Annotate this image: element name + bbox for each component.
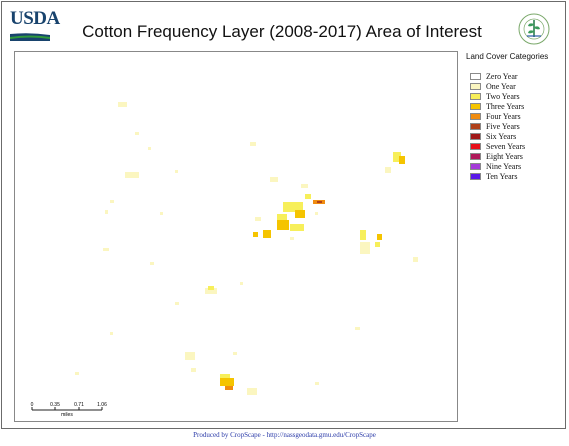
legend-item: Nine Years	[470, 161, 566, 171]
legend-swatch	[470, 142, 481, 150]
scale-bar: 0 0.35 0.71 1.06 miles	[31, 402, 107, 418]
legend-item: Ten Years	[470, 171, 566, 181]
legend: Land Cover Categories Zero Year One Year T…	[466, 52, 566, 181]
usda-logo-swoosh-icon	[10, 33, 50, 41]
legend-swatch	[470, 82, 481, 90]
legend-list: Zero Year One Year Two Years Three Years Fou…	[466, 71, 566, 181]
cotton-frequency-raster	[75, 102, 418, 395]
map-canvas[interactable]	[14, 51, 458, 422]
legend-label: Five Years	[486, 121, 520, 131]
legend-item: Five Years	[470, 121, 566, 131]
three-year-patches	[220, 156, 405, 386]
usda-logo-text: USDA	[10, 8, 60, 29]
legend-swatch	[470, 102, 481, 110]
legend-label: Two Years	[486, 91, 520, 101]
four-year-patches	[225, 200, 325, 390]
legend-item: Four Years	[470, 111, 566, 121]
legend-label: Eight Years	[486, 151, 523, 161]
usda-logo: USDA	[10, 8, 60, 42]
legend-label: Six Years	[486, 131, 517, 141]
legend-item: Three Years	[470, 101, 566, 111]
page-title: Cotton Frequency Layer (2008-2017) Area …	[82, 22, 482, 41]
legend-swatch	[470, 92, 481, 100]
legend-label: Ten Years	[486, 171, 518, 181]
one-year-patches	[75, 102, 418, 395]
scale-tick-label: 0.71	[74, 402, 84, 408]
legend-label: One Year	[486, 81, 516, 91]
legend-swatch	[470, 122, 481, 130]
scale-tick-label: 1.06	[97, 402, 107, 408]
scale-tick-label: 0.35	[50, 402, 60, 408]
legend-label: Zero Year	[486, 71, 518, 81]
legend-label: Three Years	[486, 101, 525, 111]
legend-swatch	[470, 72, 481, 80]
legend-item: Seven Years	[470, 141, 566, 151]
legend-swatch	[470, 112, 481, 120]
legend-label: Seven Years	[486, 141, 526, 151]
legend-title: Land Cover Categories	[466, 52, 549, 61]
scale-unit-label: miles	[61, 412, 73, 418]
legend-swatch	[470, 152, 481, 160]
five-year-patches	[317, 201, 322, 203]
legend-item: Six Years	[470, 131, 566, 141]
legend-swatch	[470, 162, 481, 170]
scale-tick-label: 0	[31, 402, 34, 408]
legend-swatch	[470, 172, 481, 180]
agriculture-seal-icon	[518, 13, 550, 45]
legend-swatch	[470, 132, 481, 140]
legend-item: One Year	[470, 81, 566, 91]
legend-label: Nine Years	[486, 161, 522, 171]
legend-item: Two Years	[470, 91, 566, 101]
footer-credit: Produced by CropScape - http://nassgeoda…	[193, 431, 376, 439]
legend-item: Zero Year	[470, 71, 566, 81]
map-frame: USDA Cotton Frequency Layer (2008-2017) …	[1, 1, 566, 429]
legend-item: Eight Years	[470, 151, 566, 161]
legend-label: Four Years	[486, 111, 521, 121]
